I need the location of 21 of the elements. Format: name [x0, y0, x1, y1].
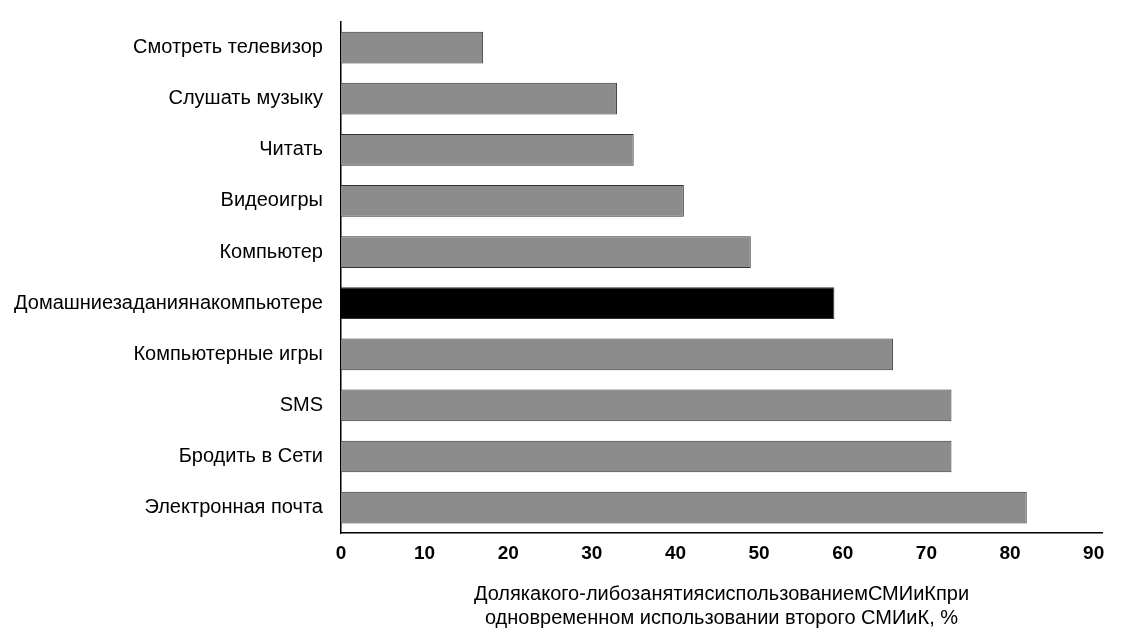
x-tick-label: 30	[581, 541, 603, 563]
x-tick-label: 10	[414, 541, 436, 563]
x-tick-label: 70	[915, 541, 937, 563]
y-tick-label: Электронная почта	[144, 495, 324, 518]
y-tick-label: Домашниезаданиянакомпьютере	[13, 290, 323, 313]
y-tick-label: Читать	[259, 137, 323, 160]
y-tick-label: Компьютерные игры	[133, 341, 323, 364]
x-tick-label: 60	[832, 541, 854, 563]
y-tick-label: Бродить в Сети	[178, 444, 323, 467]
y-tick-label: Смотреть телевизор	[133, 35, 323, 58]
x-tick-label: 50	[748, 541, 770, 563]
y-tick-label: SMS	[279, 392, 323, 415]
x-tick-label: 90	[1083, 541, 1105, 563]
y-tick-label: Компьютер	[219, 239, 323, 262]
y-tick-label: Слушать музыку	[168, 86, 323, 109]
x-tick-label: 40	[664, 541, 687, 563]
y-tick-label: Видеоигры	[220, 188, 323, 211]
x-tick-label: 20	[497, 541, 519, 563]
x-tick-label: 0	[335, 541, 347, 563]
x-tick-label: 80	[999, 541, 1021, 563]
x-axis-title: Долякакого-либозанятиясиспользованиемСМИиКпри одновременном использовании второго СМИиК, %	[473, 581, 970, 628]
